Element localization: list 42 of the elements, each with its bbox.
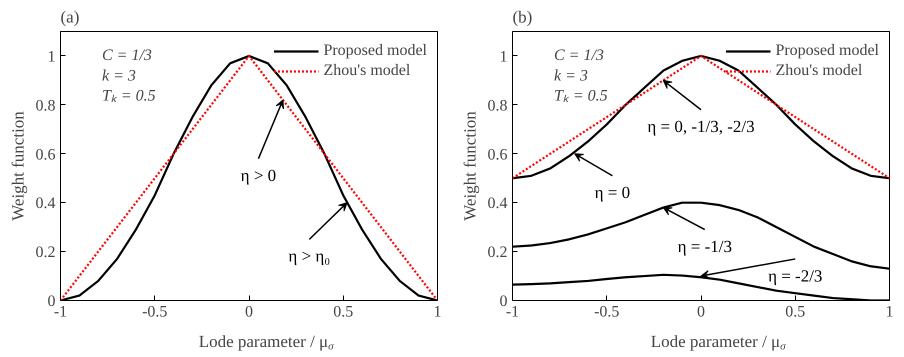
- y-tick-label: 1: [500, 48, 508, 66]
- y-tick-label: 0.4: [36, 195, 56, 212]
- annotation: k = 3: [554, 67, 588, 84]
- x-tick-label: 0.5: [785, 304, 806, 320]
- annotation: η = -1/3: [678, 236, 732, 256]
- legend-label: Proposed model: [323, 42, 427, 60]
- x-tick-label: 0: [697, 304, 705, 320]
- legend-label: Proposed model: [775, 42, 879, 60]
- y-tick-label: 0.2: [36, 244, 56, 262]
- chart-title: (b): [512, 8, 532, 26]
- x-tick-label: -0.5: [142, 304, 168, 320]
- annotation: C = 1/3: [102, 47, 152, 64]
- y-tick-label: 0.4: [488, 195, 508, 212]
- x-tick-label: 0: [245, 304, 253, 320]
- legend-label: Zhou's model: [775, 62, 862, 80]
- annotation: η = 0: [594, 183, 630, 202]
- x-tick-label: 1: [434, 304, 442, 320]
- y-tick-label: 0.8: [488, 97, 508, 114]
- annotation: η > η₀: [288, 246, 330, 266]
- legend-label: Zhou's model: [323, 62, 410, 80]
- y-tick-label: 0.6: [36, 146, 56, 164]
- y-tick-label: 0: [500, 293, 508, 310]
- chart-title: (a): [60, 8, 80, 26]
- x-tick-label: -1: [54, 304, 68, 320]
- annotation: η = 0, -1/3, -2/3: [647, 117, 755, 136]
- y-tick-label: 0.2: [488, 244, 508, 262]
- y-tick-label: 1: [48, 48, 56, 66]
- x-tick-label: -1: [506, 304, 520, 320]
- annotation: Tₖ = 0.5: [554, 88, 608, 105]
- x-tick-label: -0.5: [594, 304, 620, 320]
- annotation: k = 3: [102, 67, 136, 84]
- annotation: η > 0: [240, 166, 276, 185]
- annotation: C = 1/3: [554, 47, 604, 64]
- y-axis-title: Weight function: [460, 110, 480, 221]
- x-tick-label: 0.5: [333, 304, 354, 320]
- y-tick-label: 0.8: [36, 97, 56, 114]
- y-axis-title: Weight function: [8, 110, 28, 221]
- y-tick-label: 0.6: [488, 146, 508, 164]
- x-tick-label: 1: [886, 304, 894, 320]
- annotation: η = -2/3: [768, 266, 822, 286]
- y-tick-label: 0: [48, 293, 56, 310]
- annotation: Tₖ = 0.5: [102, 88, 156, 105]
